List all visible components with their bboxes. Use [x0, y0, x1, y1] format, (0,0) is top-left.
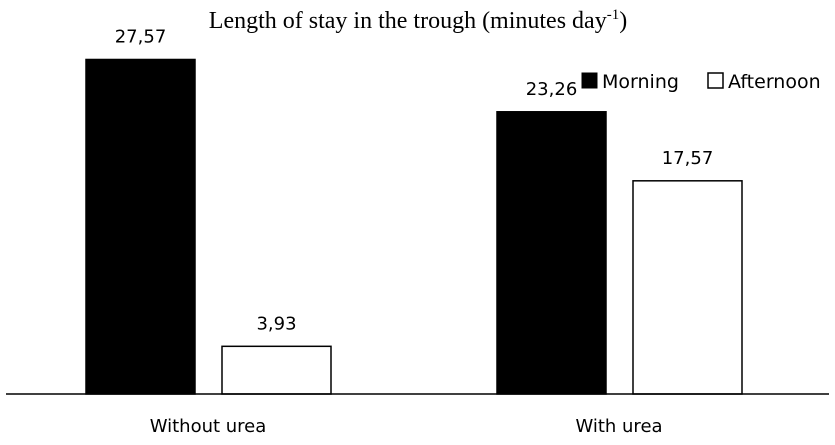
data-label-with-urea-afternoon: 17,57 — [662, 148, 714, 169]
bars-group — [85, 58, 743, 395]
data-labels-group: 27,57 3,93 23,26 17,57 — [115, 26, 714, 334]
category-labels-group: Without urea With urea — [150, 416, 663, 437]
legend-swatch-morning — [581, 72, 598, 89]
legend-label-afternoon: Afternoon — [728, 71, 821, 93]
data-label-without-urea-morning: 27,57 — [115, 26, 167, 47]
data-label-without-urea-afternoon: 3,93 — [256, 313, 296, 334]
data-label-with-urea-morning: 23,26 — [526, 79, 578, 100]
category-label-with-urea: With urea — [575, 416, 662, 437]
chart-title-suffix: ) — [619, 8, 627, 34]
chart-title: Length of stay in the trough (minutes da… — [209, 7, 627, 34]
chart-title-main: Length of stay in the trough (minutes da… — [209, 8, 607, 34]
bar-with-urea-morning — [496, 111, 607, 395]
bar-without-urea-afternoon — [221, 345, 332, 395]
category-label-without-urea: Without urea — [150, 416, 267, 437]
chart-title-superscript: -1 — [607, 7, 620, 23]
bar-with-urea-afternoon — [632, 180, 743, 395]
legend-label-morning: Morning — [602, 71, 679, 93]
legend: Morning Afternoon — [581, 71, 821, 93]
bar-without-urea-morning — [85, 58, 196, 395]
legend-swatch-afternoon — [707, 72, 724, 89]
